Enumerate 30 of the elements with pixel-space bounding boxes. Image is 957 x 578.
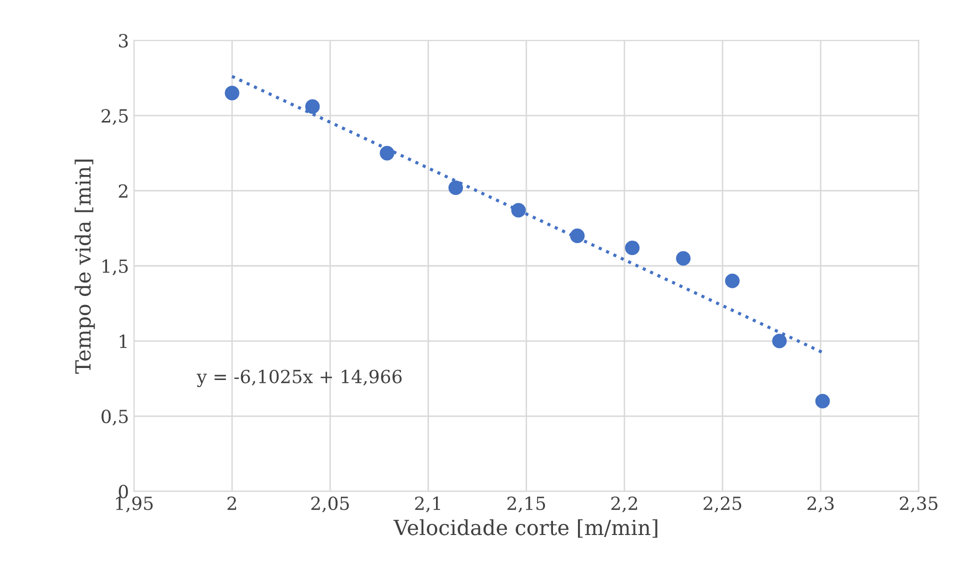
- y-tick-label: 0,5: [102, 410, 128, 426]
- x-tick-label: 2,2: [611, 496, 638, 512]
- y-tick-label: 2: [118, 184, 128, 198]
- point: [448, 180, 464, 196]
- x-tick-label: 1,95: [116, 496, 153, 512]
- point: [625, 240, 640, 256]
- y-tick-label: 2,5: [102, 109, 128, 125]
- point: [676, 251, 691, 266]
- point: [772, 334, 787, 348]
- y-tick-label: 3: [119, 34, 128, 48]
- x-axis-title: Velocidade corte [m/min]: [393, 519, 658, 538]
- point: [380, 146, 394, 160]
- x-tick-label: 2: [228, 496, 236, 510]
- point: [511, 202, 526, 218]
- x-tick-label: 2,3: [807, 496, 834, 512]
- x-tick-label: 2,25: [704, 496, 742, 512]
- y-tick-label: 1,5: [102, 259, 128, 276]
- point: [305, 99, 320, 114]
- point: [725, 274, 740, 288]
- x-tick-label: 2,1: [415, 496, 440, 512]
- y-tick-label: 1: [120, 334, 127, 348]
- x-tick-label: 2,15: [507, 496, 546, 512]
- point: [224, 86, 240, 100]
- x-tick-label: 2,35: [900, 496, 938, 512]
- point: [815, 394, 830, 408]
- y-axis-title: Tempo de vida [min]: [74, 160, 95, 374]
- point: [570, 228, 585, 244]
- y-tick-label: 0: [118, 484, 128, 498]
- annotation: y = -6,1025x + 14,966: [196, 370, 402, 388]
- x-tick-label: 2,05: [311, 496, 349, 512]
